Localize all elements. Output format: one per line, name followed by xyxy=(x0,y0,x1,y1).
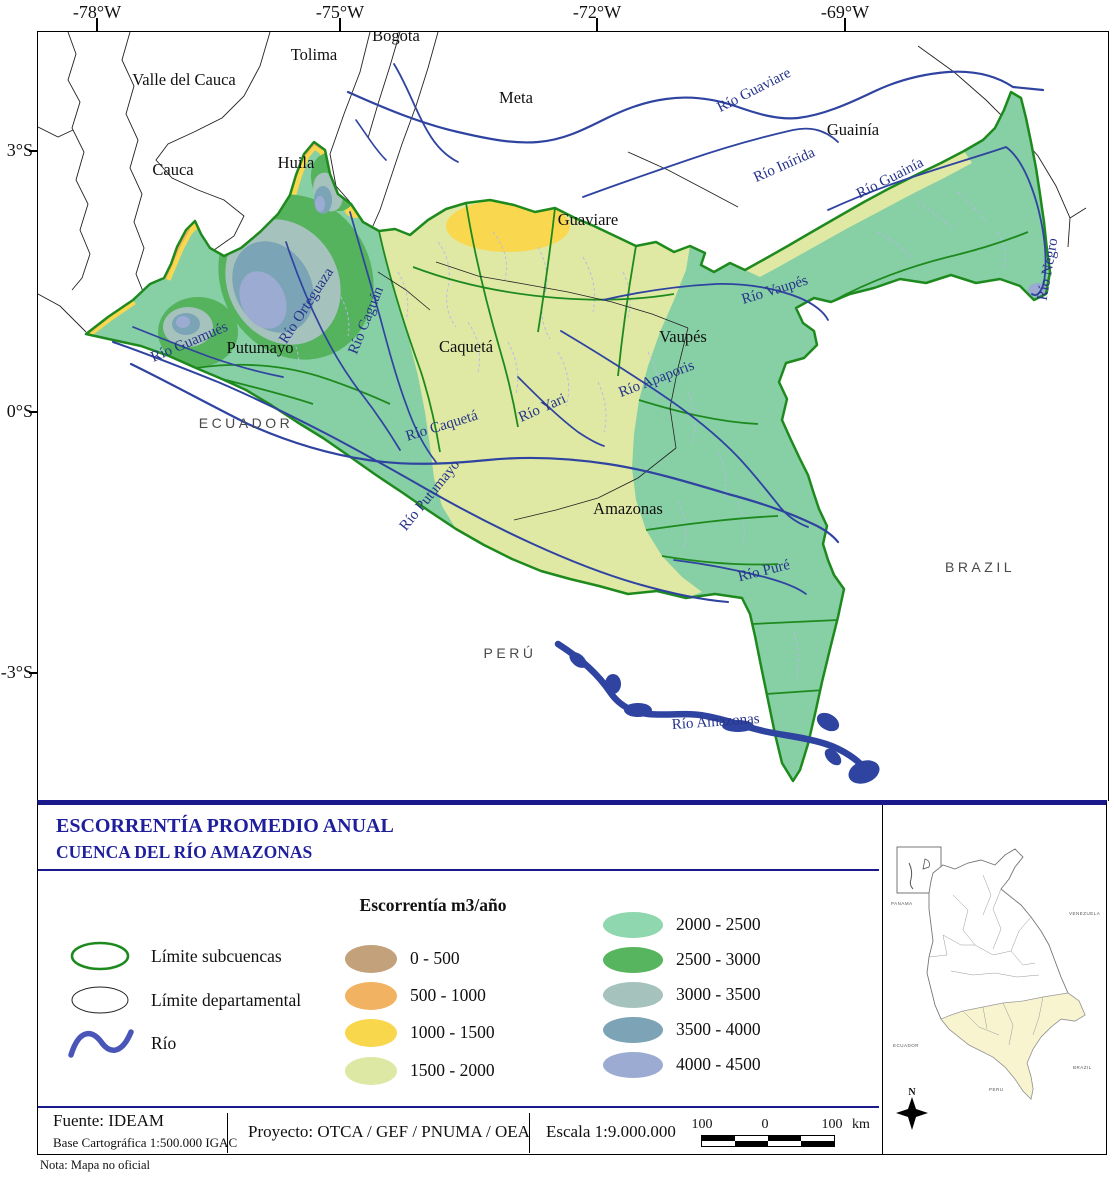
scale-bar xyxy=(701,1135,835,1147)
lon-tick xyxy=(339,18,341,31)
dept-label-valle: Valle del Cauca xyxy=(132,70,236,89)
footer-separator xyxy=(529,1113,530,1153)
class-range-4: 2000 - 2500 xyxy=(676,914,761,934)
inset-label-peru: PERU xyxy=(989,1087,1004,1092)
lat-tick xyxy=(29,150,37,152)
class-swatch-3 xyxy=(345,1057,397,1085)
class-swatch-7 xyxy=(603,1017,663,1043)
lon-tick xyxy=(96,18,98,31)
class-swatch-6 xyxy=(603,982,663,1008)
amazon-lakes xyxy=(569,652,880,784)
department-limit-label: Límite departamental xyxy=(151,990,302,1010)
title-divider xyxy=(38,869,879,871)
footer-separator xyxy=(227,1113,228,1153)
lon-tick xyxy=(844,18,846,31)
dept-label-cauca: Cauca xyxy=(152,160,194,179)
country-label-ecuador: ECUADOR xyxy=(199,415,294,431)
lon-label-69: -69°W xyxy=(820,2,870,22)
river-label-amazonas: Río Amazonas xyxy=(671,711,760,733)
river-symbol-label: Río xyxy=(151,1033,177,1053)
dept-label-vaupes: Vaupés xyxy=(659,327,707,346)
subbasin-limit-symbol xyxy=(70,941,130,971)
north-arrow-icon xyxy=(896,1097,928,1130)
note-text: Nota: Mapa no oficial xyxy=(40,1158,151,1172)
map-canvas: ECUADOR PERÚ BRAZIL Bogotá Tolima Valle … xyxy=(38,32,1087,784)
dept-label-amazonas: Amazonas xyxy=(593,499,663,518)
class-swatch-8 xyxy=(603,1052,663,1078)
rivers xyxy=(112,63,1047,774)
scalebar-unit: km xyxy=(852,1117,870,1132)
dept-label-meta: Meta xyxy=(499,88,534,107)
legend-title: ESCORRENTÍA PROMEDIO ANUAL xyxy=(56,815,394,837)
dept-label-huila: Huila xyxy=(278,153,315,172)
lat-label-3s: 3°S xyxy=(6,140,33,160)
lon-tick xyxy=(596,18,598,31)
legend-panel: ESCORRENTÍA PROMEDIO ANUAL CUENCA DEL RÍ… xyxy=(37,800,1107,1155)
legend-subtitle: CUENCA DEL RÍO AMAZONAS xyxy=(56,842,313,862)
department-boundaries xyxy=(38,32,1087,333)
lat-tick xyxy=(29,672,37,674)
lon-label-72: -72°W xyxy=(572,2,622,22)
scalebar-label-left: 100 xyxy=(691,1117,713,1132)
classes-header: Escorrentía m3/año xyxy=(359,895,507,915)
inset-label-brazil: BRAZIL xyxy=(1073,1065,1092,1070)
country-label-brazil: BRAZIL xyxy=(945,559,1015,575)
subbasin-boundaries xyxy=(195,202,1029,695)
scalebar-label-right: 100 xyxy=(821,1117,843,1132)
dept-label-guaviare: Guaviare xyxy=(558,210,618,229)
subbasin-limit-label: Límite subcuencas xyxy=(151,946,282,966)
main-map: ECUADOR PERÚ BRAZIL Bogotá Tolima Valle … xyxy=(37,31,1109,801)
class-swatch-0 xyxy=(345,945,397,973)
department-limit-symbol xyxy=(71,986,129,1014)
class-range-7: 3500 - 4000 xyxy=(676,1019,761,1039)
class-range-2: 1000 - 1500 xyxy=(410,1022,495,1042)
inset-colombia-map: PANAMA VENEZUELA ECUADOR BRAZIL PERU N xyxy=(891,846,1100,1130)
inset-basin-highlight xyxy=(940,992,1086,1100)
class-range-1: 500 - 1000 xyxy=(410,985,486,1005)
lat-label-m3s: -3°S xyxy=(0,662,33,682)
lat-tick xyxy=(29,411,37,413)
inset-label-ecuador: ECUADOR xyxy=(893,1043,919,1048)
inset-label-panama: PANAMA xyxy=(891,901,913,906)
lon-label-78: -78°W xyxy=(72,2,122,22)
dept-label-caqueta: Caquetá xyxy=(439,337,494,356)
dept-label-guainia: Guainía xyxy=(827,120,880,139)
north-label: N xyxy=(908,1087,916,1098)
project-text: Proyecto: OTCA / GEF / PNUMA / OEA xyxy=(248,1122,530,1141)
country-label-peru: PERÚ xyxy=(484,645,537,661)
dept-label-putumayo: Putumayo xyxy=(227,338,294,357)
dept-label-bogota: Bogotá xyxy=(372,32,420,45)
class-swatch-2 xyxy=(345,1019,397,1047)
scale-text: Escala 1:9.000.000 xyxy=(546,1122,676,1141)
inset-label-venezuela: VENEZUELA xyxy=(1069,911,1100,916)
class-swatch-1 xyxy=(345,982,397,1010)
inset-separator xyxy=(882,805,883,1154)
river-symbol xyxy=(68,1029,134,1058)
class-swatch-5 xyxy=(603,947,663,973)
basin-outline xyxy=(84,90,1052,783)
river-label-guaviare: Río Guaviare xyxy=(715,65,794,116)
footer-divider xyxy=(38,1106,879,1108)
dept-label-tolima: Tolima xyxy=(291,45,338,64)
scalebar-label-zero: 0 xyxy=(761,1117,769,1132)
base-carto-text: Base Cartográfica 1:500.000 IGAC xyxy=(53,1135,238,1150)
river-label-inirida: Río Inírida xyxy=(751,145,818,186)
class-range-6: 3000 - 3500 xyxy=(676,984,761,1004)
class-swatch-4 xyxy=(603,912,663,938)
class-range-0: 0 - 500 xyxy=(410,948,460,968)
source-text: Fuente: IDEAM xyxy=(53,1111,164,1130)
class-range-5: 2500 - 3000 xyxy=(676,949,761,969)
class-range-3: 1500 - 2000 xyxy=(410,1060,495,1080)
lon-label-75: -75°W xyxy=(315,2,365,22)
lat-label-0s: 0°S xyxy=(6,401,33,421)
class-range-8: 4000 - 4500 xyxy=(676,1054,761,1074)
